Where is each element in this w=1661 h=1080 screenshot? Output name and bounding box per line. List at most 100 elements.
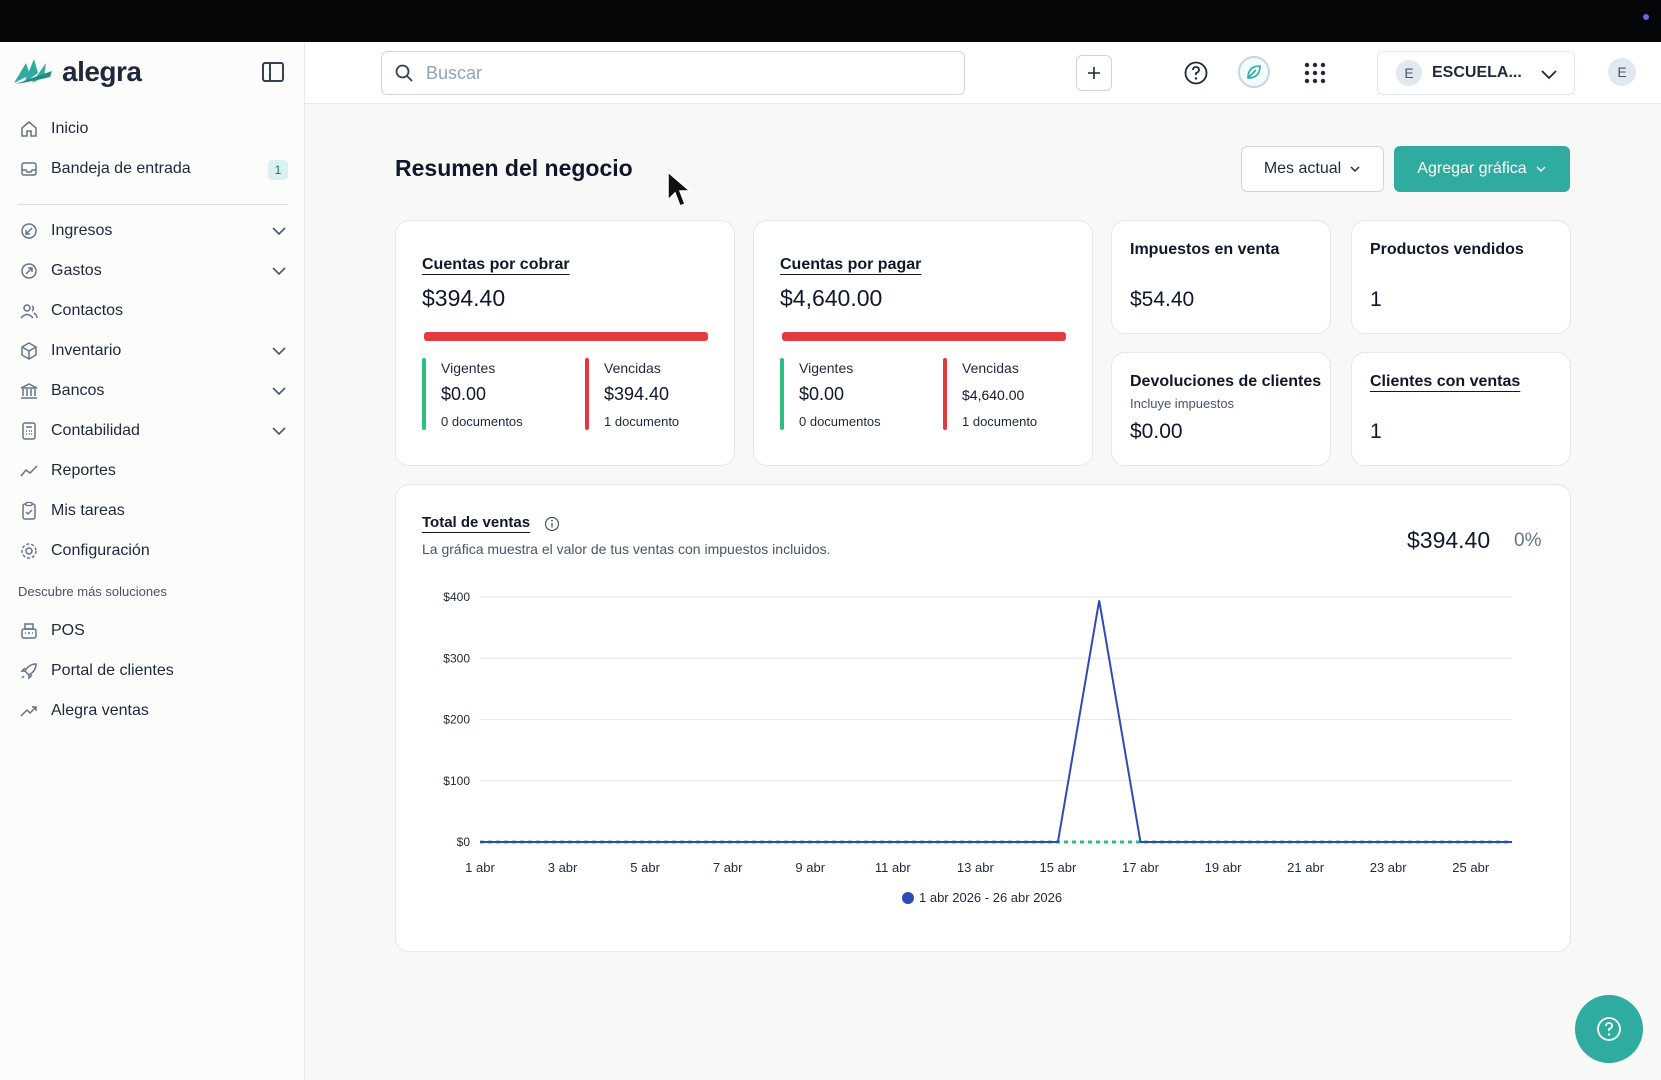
sidebar-item-label: Inventario: [51, 342, 122, 359]
x-tick-label: 17 abr: [1122, 860, 1160, 875]
receivable-title[interactable]: Cuentas por cobrar: [422, 256, 570, 273]
sidebar-item-alegra-ventas[interactable]: Alegra ventas: [18, 694, 288, 728]
current-indicator: [780, 358, 784, 430]
clients-title[interactable]: Clientes con ventas: [1370, 373, 1521, 390]
receivable-card: [395, 220, 735, 466]
sidebar-item-reportes[interactable]: Reportes: [18, 454, 288, 488]
help-fab-button[interactable]: [1575, 995, 1643, 1063]
receivable-overdue-label: Vencidas: [604, 360, 661, 376]
receivable-amount: $394.40: [422, 285, 506, 311]
payable-current-docs: 0 documentos: [799, 414, 881, 429]
more-solutions-label: Descubre más soluciones: [18, 584, 167, 599]
sidebar-item-label: Bandeja de entrada: [51, 160, 191, 177]
period-label: Mes actual: [1263, 160, 1342, 177]
y-tick-label: $400: [443, 590, 470, 604]
sidebar-item-ingresos[interactable]: Ingresos: [18, 214, 288, 248]
sidebar-item-label: Portal de clientes: [51, 662, 174, 679]
search-input[interactable]: [426, 62, 946, 84]
x-tick-label: 23 abr: [1370, 860, 1408, 875]
returns-card: [1111, 352, 1331, 466]
add-chart-label: Agregar gráfica: [1417, 160, 1527, 177]
sidebar-item-portal-clientes[interactable]: Portal de clientes: [18, 654, 288, 688]
help-icon: [1597, 1017, 1621, 1041]
sidebar-divider: [18, 204, 288, 205]
add-chart-button[interactable]: Agregar gráfica: [1394, 146, 1570, 192]
plus-icon: [1088, 67, 1100, 79]
payable-overdue-bar: [782, 332, 1066, 341]
sidebar-item-label: Configuración: [51, 542, 150, 559]
x-tick-label: 25 abr: [1452, 860, 1490, 875]
chevron-down-icon: [270, 382, 288, 405]
x-tick-label: 13 abr: [957, 860, 995, 875]
sidebar-item-label: Bancos: [51, 382, 105, 399]
receivable-current-amount: $0.00: [441, 384, 487, 404]
bank-icon: [18, 380, 40, 402]
period-selector[interactable]: Mes actual: [1241, 146, 1384, 192]
sidebar-item-inicio[interactable]: Inicio: [18, 112, 288, 146]
apps-grid-icon[interactable]: [1303, 61, 1327, 85]
sales-chart-title[interactable]: Total de ventas: [422, 514, 531, 531]
sidebar-collapse-button[interactable]: [262, 62, 284, 82]
sales-total: $394.40: [1407, 527, 1491, 553]
alegra-leaf-icon: [14, 59, 52, 84]
user-avatar[interactable]: E: [1608, 58, 1636, 86]
chevron-down-icon: [270, 222, 288, 245]
returns-title: Devoluciones de clientes: [1130, 373, 1322, 390]
page-title: Resumen del negocio: [395, 155, 633, 181]
contacts-icon: [18, 300, 40, 322]
receivable-overdue-docs: 1 documento: [604, 414, 680, 429]
sidebar-item-contabilidad[interactable]: Contabilidad: [18, 414, 288, 448]
clients-value: 1: [1370, 420, 1382, 443]
sidebar-item-contactos[interactable]: Contactos: [18, 294, 288, 328]
x-tick-label: 21 abr: [1287, 860, 1325, 875]
home-icon: [18, 118, 40, 140]
clipboard-icon: [18, 500, 40, 522]
quick-create-button[interactable]: [1076, 55, 1112, 91]
company-selector[interactable]: E ESCUELA...: [1377, 51, 1575, 95]
taxes-value: $54.40: [1130, 288, 1195, 311]
company-name: ESCUELA...: [1432, 64, 1522, 81]
sales-chart-description: La gráfica muestra el valor de tus venta…: [422, 541, 831, 557]
inbox-count-badge: 1: [268, 160, 288, 180]
legend-marker: [902, 892, 914, 904]
expenses-icon: [18, 260, 40, 282]
sidebar-item-configuracion[interactable]: Configuración: [18, 534, 288, 568]
logo-text: alegra: [62, 56, 142, 87]
sales-line-chart: $0 $100 $200 $300 $400 1 abr 3 abr 5 abr 7 abr 9 …: [443, 590, 1513, 905]
trend-icon: [18, 700, 40, 722]
top-header: E ESCUELA... E: [305, 42, 1661, 104]
x-tick-label: 15 abr: [1039, 860, 1077, 875]
x-tick-label: 3 abr: [548, 860, 578, 875]
legend-label: 1 abr 2026 - 26 abr 2026: [919, 890, 1062, 905]
sidebar-item-bancos[interactable]: Bancos: [18, 374, 288, 408]
clients-card: [1351, 352, 1571, 466]
current-indicator: [422, 358, 426, 430]
info-icon[interactable]: [544, 516, 560, 532]
payable-overdue-amount: $4,640.00: [962, 387, 1025, 403]
search-box[interactable]: [381, 51, 965, 95]
sidebar-item-bandeja[interactable]: Bandeja de entrada 1: [18, 152, 288, 186]
receivable-current-label: Vigentes: [441, 360, 496, 376]
chevron-down-icon: [270, 422, 288, 445]
sidebar-item-pos[interactable]: POS: [18, 614, 288, 648]
help-icon[interactable]: [1183, 60, 1209, 86]
payable-title[interactable]: Cuentas por pagar: [780, 256, 922, 273]
chevron-down-icon: [1540, 66, 1558, 89]
chevron-down-icon: [1536, 166, 1546, 173]
company-avatar: E: [1396, 60, 1422, 86]
income-icon: [18, 220, 40, 242]
calculator-icon: [18, 420, 40, 442]
ai-assistant-button[interactable]: [1238, 56, 1270, 88]
chart-line-icon: [18, 460, 40, 482]
box-icon: [18, 340, 40, 362]
sidebar-item-inventario[interactable]: Inventario: [18, 334, 288, 368]
products-title: Productos vendidos: [1370, 241, 1524, 258]
chevron-down-icon: [270, 342, 288, 365]
inbox-icon: [18, 158, 40, 180]
alegra-logo[interactable]: alegra: [12, 56, 142, 88]
x-tick-label: 9 abr: [795, 860, 825, 875]
sidebar-item-mis-tareas[interactable]: Mis tareas: [18, 494, 288, 528]
payable-card: [753, 220, 1093, 466]
sidebar-item-gastos[interactable]: Gastos: [18, 254, 288, 288]
mouse-cursor-icon: [667, 170, 692, 207]
